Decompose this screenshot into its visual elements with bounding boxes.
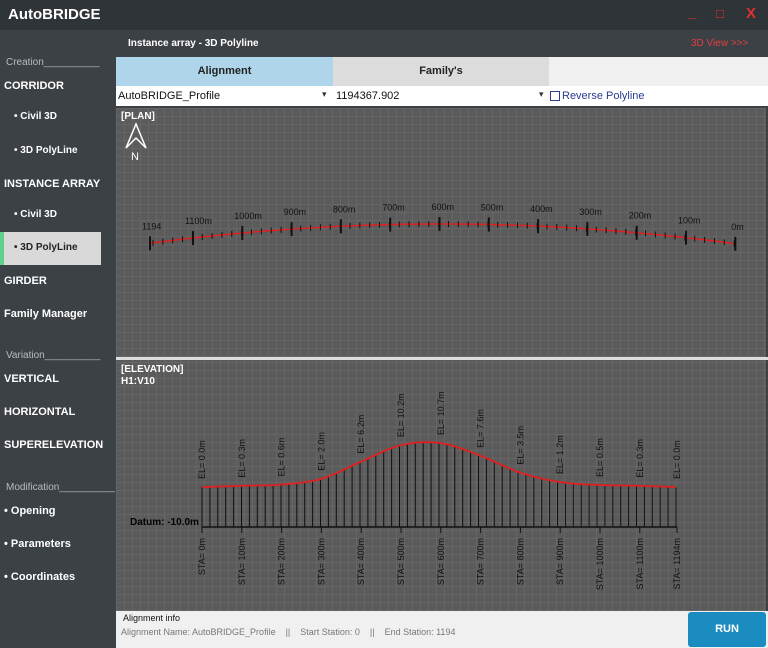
nav-item[interactable]: SUPERELEVATION <box>4 439 104 451</box>
station-label: 200m <box>629 211 652 221</box>
run-button[interactable]: RUN <box>688 612 766 647</box>
info-sep: || <box>285 627 291 637</box>
scale-label: H1:V10 <box>121 376 155 387</box>
selected-indicator <box>0 232 4 265</box>
tab[interactable]: Family's <box>333 57 549 86</box>
nav-subitem[interactable]: • Civil 3D <box>14 209 57 220</box>
elevation-label: EL= 0.3m <box>237 439 247 478</box>
station-label: 700m <box>382 203 405 213</box>
alignment-info: Alignment Name: AutoBRIDGE_Profile || St… <box>121 627 455 637</box>
elevation-label: EL= 3.5m <box>515 426 525 465</box>
elevation-label: EL= 10.2m <box>396 393 406 437</box>
station-label: 400m <box>530 204 553 214</box>
station-label: 0m <box>731 222 744 232</box>
station-label: STA= 800m <box>515 538 525 585</box>
nav-item[interactable]: • Opening <box>4 505 56 517</box>
nav-item[interactable]: GIRDER <box>4 275 47 287</box>
elevation-label: EL= 0.5m <box>595 438 605 477</box>
tab-active[interactable]: Alignment <box>116 57 333 86</box>
north-label: N <box>131 151 139 163</box>
section-header: Variation__________ <box>6 350 101 361</box>
station-label: 100m <box>678 216 701 226</box>
elevation-label: EL= 2.0m <box>316 432 326 471</box>
elevation-label: EL= 10.7m <box>436 391 446 435</box>
info-name: Alignment Name: AutoBRIDGE_Profile <box>121 627 276 637</box>
profile-line <box>201 441 677 488</box>
station-label: STA= 300m <box>316 538 326 585</box>
elevation-label: [ELEVATION] <box>121 364 183 375</box>
elevation-label: EL= 7.6m <box>476 409 486 448</box>
header-bar: Instance array - 3D Polyline 3D View >>> <box>116 30 768 57</box>
nav-item[interactable]: VERTICAL <box>4 373 59 385</box>
dropdown-arrow: ▾ <box>539 89 544 99</box>
checkbox-label[interactable]: Reverse Polyline <box>562 90 645 102</box>
datum-label: Datum: -10.0m <box>130 517 199 528</box>
station-label: STA= 400m <box>356 538 366 585</box>
nav-subitem-selected[interactable]: • 3D PolyLine <box>14 242 78 253</box>
section-header: Creation__________ <box>6 57 100 68</box>
station-label: STA= 900m <box>555 538 565 585</box>
info-sep: || <box>369 627 375 637</box>
station-label: 300m <box>579 207 602 217</box>
section-header: Modification__________ <box>6 482 115 493</box>
station-label: STA= 100m <box>237 538 247 585</box>
value-select[interactable]: 1194367.902 <box>336 90 400 102</box>
station-label: 1194 <box>142 221 161 231</box>
input-row <box>116 86 768 106</box>
station-label: STA= 600m <box>436 538 446 585</box>
station-label: STA= 1194m <box>672 538 682 589</box>
alignment-select[interactable]: AutoBRIDGE_Profile <box>118 90 221 102</box>
elevation-label: EL= 1.2m <box>555 435 565 474</box>
checkbox[interactable] <box>550 91 560 101</box>
page-title: Instance array - 3D Polyline <box>128 38 259 49</box>
station-label: STA= 1000m <box>595 538 605 590</box>
footer-title: Alignment info <box>123 613 181 623</box>
elevation-label: EL= 0.0m <box>672 440 682 479</box>
alignment-line <box>149 223 735 245</box>
elevation-label: EL= 0.6m <box>277 438 287 477</box>
station-label: STA= 0m <box>197 538 207 575</box>
nav-item[interactable]: INSTANCE ARRAY <box>4 178 101 190</box>
divider <box>116 357 768 360</box>
station-label: STA= 500m <box>396 538 406 585</box>
selected-item-bg <box>0 232 101 265</box>
plan-label: [PLAN] <box>121 111 155 122</box>
station-label: 500m <box>481 203 504 213</box>
maximize-button[interactable]: □ <box>716 6 724 21</box>
elevation-label: EL= 0.0m <box>197 440 207 479</box>
plan-view <box>116 108 766 357</box>
nav-item[interactable]: Family Manager <box>4 308 88 320</box>
station-label: 900m <box>284 207 307 217</box>
info-end: End Station: 1194 <box>384 627 456 637</box>
title-bar: AutoBRIDGE _ □ X <box>0 0 768 30</box>
nav-item[interactable]: • Parameters <box>4 538 71 550</box>
elevation-label: EL= 6.2m <box>356 415 366 454</box>
minimize-button[interactable]: _ <box>688 4 697 21</box>
footer: Alignment info Alignment Name: AutoBRIDG… <box>116 611 768 648</box>
station-label: 800m <box>333 204 356 214</box>
elevation-label: EL= 0.3m <box>635 439 645 478</box>
nav-item[interactable]: CORRIDOR <box>4 80 64 92</box>
station-label: 600m <box>432 202 455 212</box>
info-start: Start Station: 0 <box>300 627 360 637</box>
nav-item[interactable]: HORIZONTAL <box>4 406 76 418</box>
station-label: STA= 700m <box>476 538 486 585</box>
app-title: AutoBRIDGE <box>8 6 101 23</box>
station-label: STA= 200m <box>277 538 287 585</box>
north-arrow <box>125 122 147 149</box>
nav-item[interactable]: • Coordinates <box>4 571 76 583</box>
station-label: STA= 1100m <box>635 538 645 589</box>
station-label: 1100m <box>185 216 212 226</box>
dropdown-arrow: ▾ <box>322 89 327 99</box>
close-button[interactable]: X <box>746 5 757 22</box>
station-label: 1000m <box>234 211 262 221</box>
3d-view-link[interactable]: 3D View >>> <box>691 38 749 49</box>
nav-subitem[interactable]: • Civil 3D <box>14 111 57 122</box>
nav-subitem[interactable]: • 3D PolyLine <box>14 145 78 156</box>
